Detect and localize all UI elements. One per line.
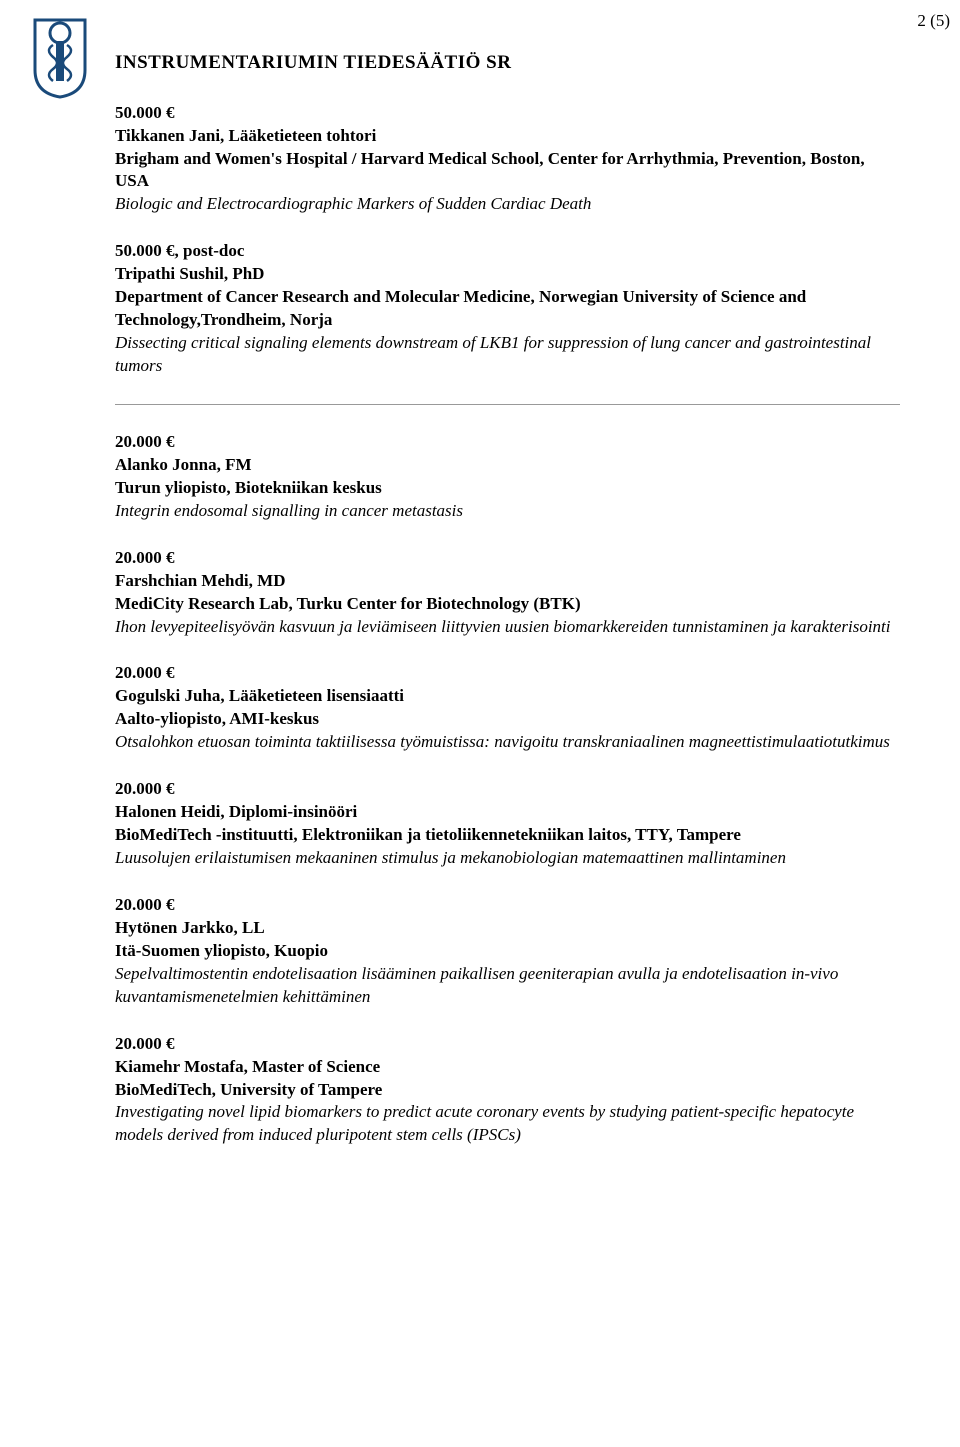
grant-amount: 20.000 €	[115, 662, 900, 685]
grant-affiliation: MediCity Research Lab, Turku Center for …	[115, 593, 900, 616]
grant-recipient: Alanko Jonna, FM	[115, 454, 900, 477]
grant-title: Sepelvaltimostentin endotelisaation lisä…	[115, 963, 900, 1009]
grant-entry: 20.000 € Alanko Jonna, FM Turun yliopist…	[115, 431, 900, 523]
grant-affiliation: Aalto-yliopisto, AMI-keskus	[115, 708, 900, 731]
grant-affiliation: Department of Cancer Research and Molecu…	[115, 286, 900, 332]
grant-amount: 20.000 €	[115, 778, 900, 801]
grant-affiliation: BioMediTech -instituutti, Elektroniikan …	[115, 824, 900, 847]
grant-recipient: Kiamehr Mostafa, Master of Science	[115, 1056, 900, 1079]
org-logo	[25, 15, 95, 100]
grant-amount: 50.000 €, post-doc	[115, 240, 900, 263]
grant-title: Biologic and Electrocardiographic Marker…	[115, 193, 900, 216]
grant-recipient: Tripathi Sushil, PhD	[115, 263, 900, 286]
grant-affiliation: Turun yliopisto, Biotekniikan keskus	[115, 477, 900, 500]
grant-recipient: Halonen Heidi, Diplomi-insinööri	[115, 801, 900, 824]
grant-entry: 20.000 € Gogulski Juha, Lääketieteen lis…	[115, 662, 900, 754]
grant-amount: 20.000 €	[115, 1033, 900, 1056]
grant-entry: 50.000 €, post-doc Tripathi Sushil, PhD …	[115, 240, 900, 378]
grant-title: Integrin endosomal signalling in cancer …	[115, 500, 900, 523]
grant-entry: 50.000 € Tikkanen Jani, Lääketieteen toh…	[115, 102, 900, 217]
grant-recipient: Hytönen Jarkko, LL	[115, 917, 900, 940]
grant-entry: 20.000 € Hytönen Jarkko, LL Itä-Suomen y…	[115, 894, 900, 1009]
grant-affiliation: BioMediTech, University of Tampere	[115, 1079, 900, 1102]
grant-amount: 20.000 €	[115, 894, 900, 917]
grant-recipient: Gogulski Juha, Lääketieteen lisensiaatti	[115, 685, 900, 708]
grant-affiliation: Itä-Suomen yliopisto, Kuopio	[115, 940, 900, 963]
section-divider	[115, 404, 900, 405]
grant-recipient: Farshchian Mehdi, MD	[115, 570, 900, 593]
grant-entry: 20.000 € Kiamehr Mostafa, Master of Scie…	[115, 1033, 900, 1148]
grant-title: Dissecting critical signaling elements d…	[115, 332, 900, 378]
grant-title: Ihon levyepiteelisyövän kasvuun ja leviä…	[115, 616, 900, 639]
grant-title: Luusolujen erilaistumisen mekaaninen sti…	[115, 847, 900, 870]
grant-amount: 50.000 €	[115, 102, 900, 125]
org-header: INSTRUMENTARIUMIN TIEDESÄÄTIÖ SR	[115, 50, 900, 76]
grant-title: Investigating novel lipid biomarkers to …	[115, 1101, 900, 1147]
grant-recipient: Tikkanen Jani, Lääketieteen tohtori	[115, 125, 900, 148]
grant-amount: 20.000 €	[115, 431, 900, 454]
grant-affiliation: Brigham and Women's Hospital / Harvard M…	[115, 148, 900, 194]
grant-entry: 20.000 € Halonen Heidi, Diplomi-insinöör…	[115, 778, 900, 870]
page-number: 2 (5)	[917, 10, 950, 33]
grant-title: Otsalohkon etuosan toiminta taktiilisess…	[115, 731, 900, 754]
grant-entry: 20.000 € Farshchian Mehdi, MD MediCity R…	[115, 547, 900, 639]
grant-amount: 20.000 €	[115, 547, 900, 570]
